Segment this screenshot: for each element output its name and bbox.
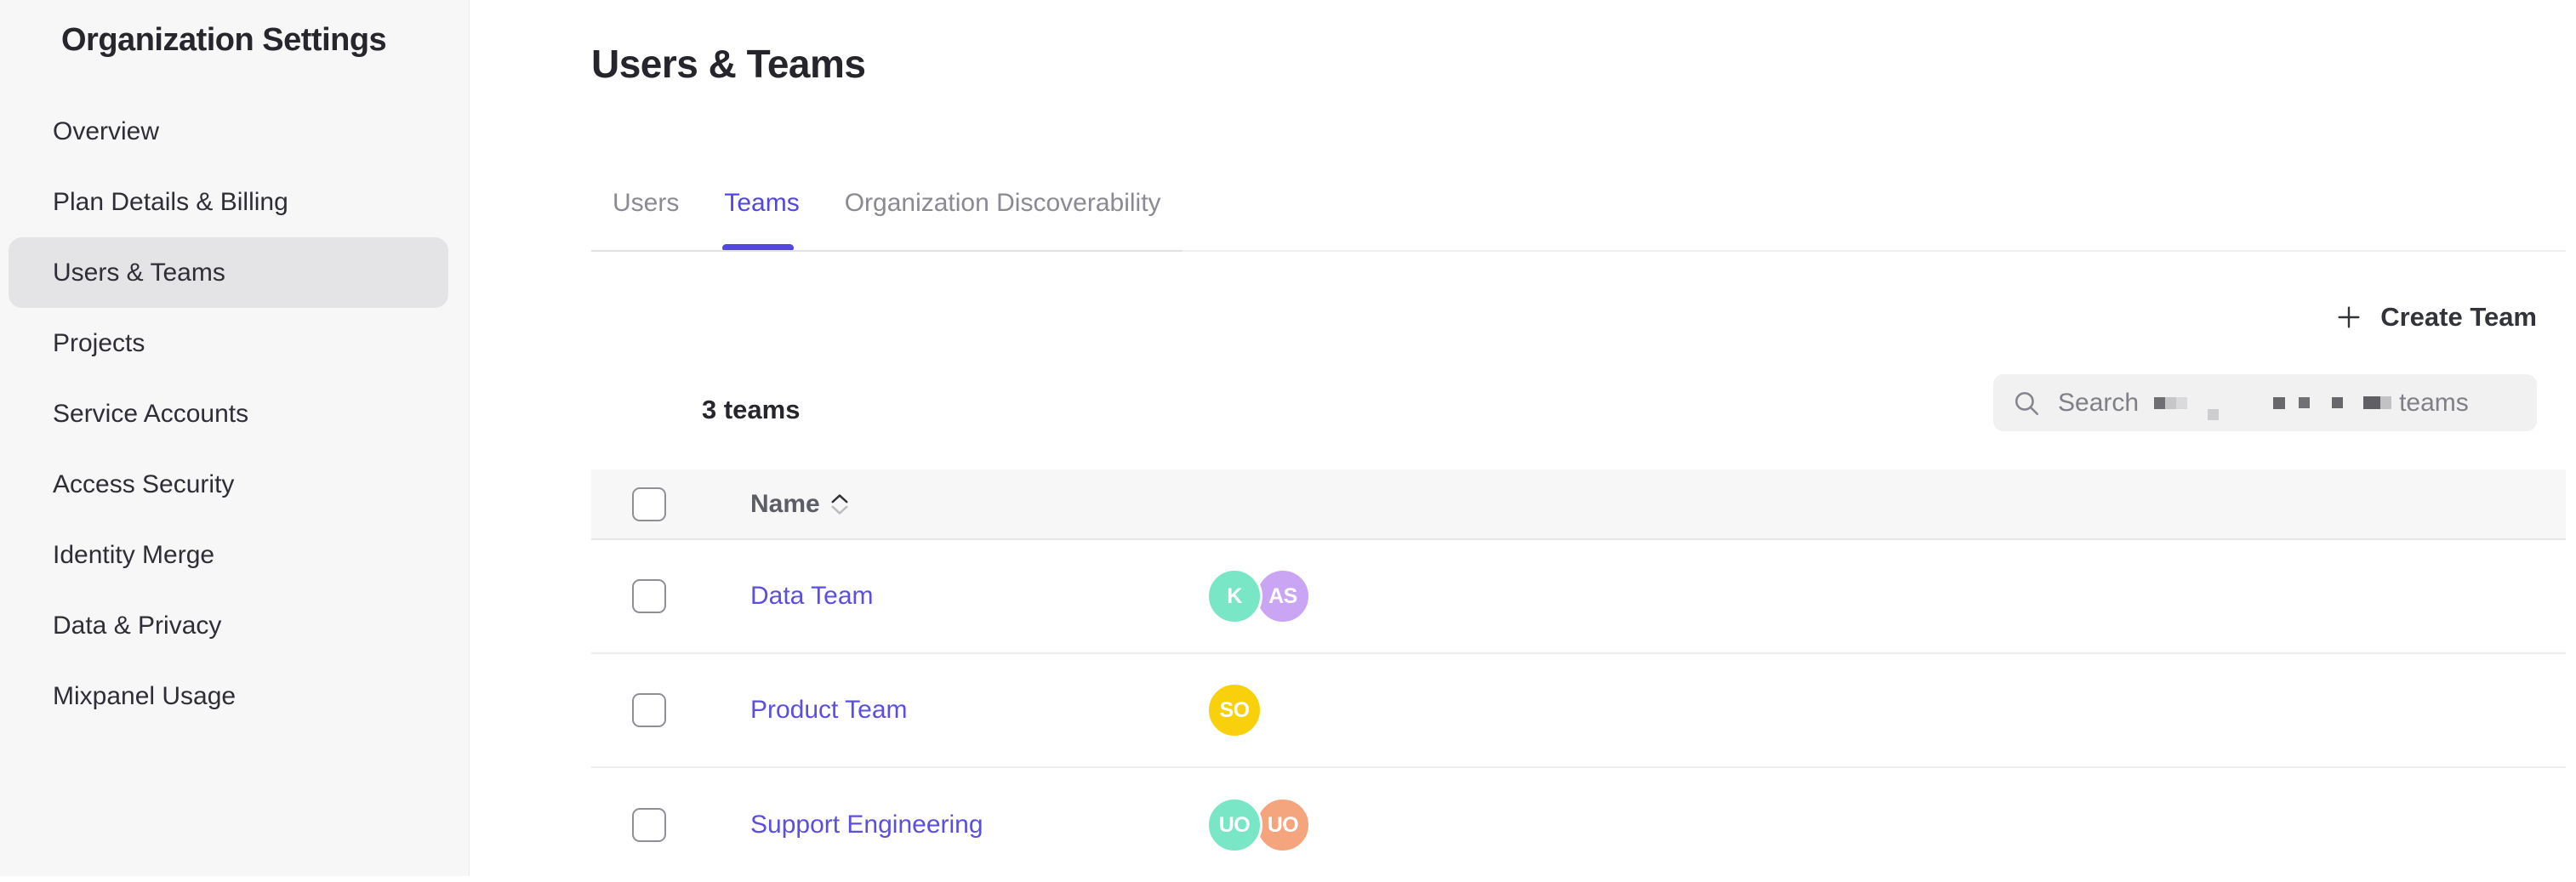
sidebar-item-data-privacy[interactable]: Data & Privacy (9, 590, 448, 661)
redacted-block (2176, 396, 2188, 409)
sidebar-item-label: Users & Teams (53, 258, 225, 287)
redacted-block (2273, 396, 2286, 409)
sidebar-item-label: Data & Privacy (53, 611, 222, 640)
sidebar-nav: Overview Plan Details & Billing Users & Te… (9, 96, 448, 731)
table-header-row: Name (591, 469, 2566, 540)
sidebar-item-label: Projects (53, 328, 145, 357)
sidebar-title: Organization Settings (61, 22, 387, 58)
teams-count: 3 teams (702, 395, 801, 424)
sidebar-item-projects[interactable]: Projects (9, 308, 448, 378)
redacted-placeholder-blocks (2139, 396, 2392, 420)
name-header-label: Name (750, 489, 820, 518)
member-avatar-group: UO UO (1206, 797, 1311, 853)
row-checkbox[interactable] (632, 693, 666, 727)
row-checkbox[interactable] (632, 579, 666, 613)
member-avatar: UO (1255, 797, 1311, 853)
sidebar-item-access-security[interactable]: Access Security (9, 449, 448, 520)
tab-bar: Users Teams Organization Discoverability (613, 189, 1161, 218)
create-team-label: Create Team (2380, 302, 2537, 332)
team-name-link[interactable]: Data Team (750, 582, 874, 610)
search-placeholder-suffix: teams (2399, 388, 2469, 417)
redacted-block (2363, 396, 2381, 409)
sidebar-item-overview[interactable]: Overview (9, 96, 448, 167)
plus-icon (2334, 303, 2363, 332)
team-name-link[interactable]: Product Team (750, 696, 908, 724)
sidebar-item-label: Identity Merge (53, 540, 215, 569)
search-icon (2012, 389, 2041, 418)
sort-desc-chevron (831, 505, 848, 515)
create-team-button[interactable]: Create Team (2334, 298, 2537, 337)
sidebar: Organization Settings Overview Plan Detai… (0, 0, 470, 876)
sidebar-item-label: Plan Details & Billing (53, 187, 288, 216)
sidebar-item-label: Mixpanel Usage (53, 681, 237, 710)
tab-teams[interactable]: Teams (724, 189, 800, 217)
sidebar-item-users-teams[interactable]: Users & Teams (9, 237, 448, 308)
sidebar-item-plan-details-billing[interactable]: Plan Details & Billing (9, 167, 448, 237)
sidebar-item-label: Overview (53, 117, 160, 145)
sidebar-item-identity-merge[interactable]: Identity Merge (9, 520, 448, 590)
sidebar-item-service-accounts[interactable]: Service Accounts (9, 378, 448, 449)
redacted-block (2299, 397, 2311, 408)
redacted-block (2380, 396, 2392, 409)
row-checkbox[interactable] (632, 808, 666, 842)
content-divider (1183, 250, 2566, 252)
active-tab-indicator (722, 244, 794, 252)
team-name-link[interactable]: Support Engineering (750, 811, 983, 839)
member-avatar: SO (1206, 682, 1262, 738)
redacted-block (2165, 396, 2177, 409)
redacted-block (2332, 397, 2344, 408)
member-avatar: K (1206, 568, 1262, 624)
tab-organization-discoverability[interactable]: Organization Discoverability (844, 189, 1161, 217)
table-row: Product Team SO (591, 654, 2566, 768)
page-title: Users & Teams (591, 42, 866, 86)
redacted-block (2154, 396, 2166, 409)
sidebar-item-mixpanel-usage[interactable]: Mixpanel Usage (9, 661, 448, 731)
search-placeholder-prefix: Search (2058, 388, 2140, 417)
redacted-block (2208, 409, 2220, 420)
tab-divider (591, 250, 1183, 252)
tab-users[interactable]: Users (613, 189, 680, 217)
table-row: Support Engineering UO UO (591, 768, 2566, 882)
table-row: Data Team K AS (591, 540, 2566, 654)
sidebar-item-label: Access Security (53, 469, 235, 498)
member-avatar-group: K AS (1206, 568, 1311, 624)
member-avatar: AS (1255, 568, 1311, 624)
team-search-input[interactable]: Search teams (1993, 374, 2537, 431)
member-avatar-group: SO (1206, 682, 1262, 738)
sort-asc-chevron (831, 493, 848, 503)
sort-icon (830, 493, 849, 515)
select-all-checkbox[interactable] (632, 487, 666, 521)
member-avatar: UO (1206, 797, 1262, 853)
sidebar-item-label: Service Accounts (53, 399, 249, 428)
name-column-header[interactable]: Name (750, 490, 849, 519)
